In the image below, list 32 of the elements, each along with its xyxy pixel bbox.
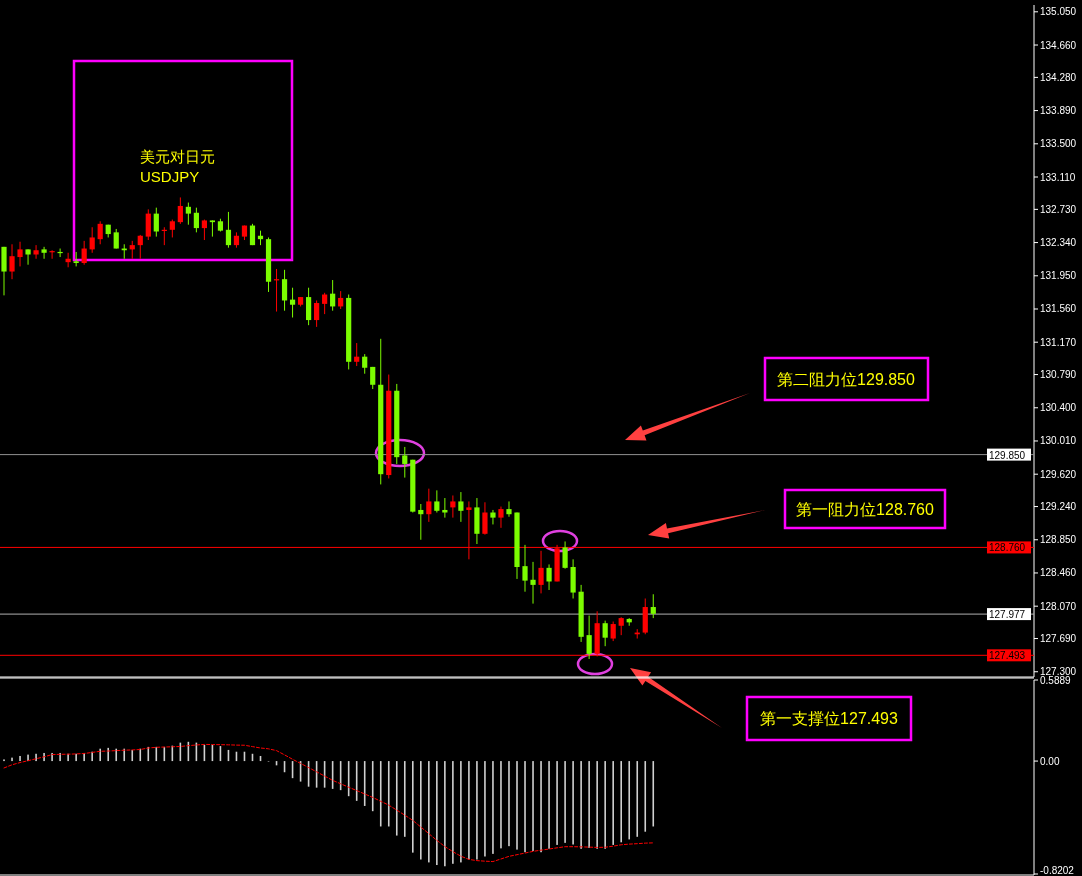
y-tick-label: 130.400: [1040, 402, 1077, 414]
y-tick-label: -0.8202: [1040, 865, 1075, 876]
y-tick-label: 135.050: [1040, 6, 1077, 18]
y-tick-label: 133.110: [1040, 171, 1076, 183]
annotation: USDJPY: [140, 168, 200, 185]
annotation: 第一支撑位127.493: [760, 710, 899, 727]
y-tick-label: 132.730: [1040, 203, 1077, 215]
y-tick-label: 128.460: [1040, 567, 1077, 579]
y-tick-label: 131.560: [1040, 303, 1077, 315]
annotation: 第一阻力位128.760: [796, 501, 935, 518]
ref-line-label: 127.977: [989, 609, 1026, 621]
annotation: 第二阻力位129.850: [777, 371, 916, 388]
y-tick-label: 128.070: [1040, 600, 1077, 612]
ref-line-label: 128.760: [989, 542, 1026, 554]
y-tick-label: 129.240: [1040, 501, 1077, 513]
y-tick-label: 127.690: [1040, 633, 1077, 645]
y-tick-label: 134.660: [1040, 39, 1077, 51]
y-tick-label: 0.00: [1040, 755, 1060, 767]
y-tick-label: 133.500: [1040, 138, 1077, 150]
y-tick-label: 130.010: [1040, 435, 1077, 447]
y-tick-label: 134.280: [1040, 71, 1077, 83]
y-tick-label: 132.340: [1040, 237, 1077, 249]
y-tick-label: 129.620: [1040, 468, 1077, 480]
annotation: 美元对日元: [140, 148, 215, 165]
line-series: [3, 743, 654, 863]
y-tick-label: 131.950: [1040, 270, 1077, 282]
y-tick-label: 133.890: [1040, 105, 1077, 117]
ref-line-label: 129.850: [989, 449, 1026, 461]
y-tick-label: 131.170: [1040, 336, 1077, 348]
y-tick-label: 128.850: [1040, 534, 1077, 546]
y-tick-label: 130.790: [1040, 369, 1077, 381]
ref-line-label: 127.493: [989, 650, 1026, 662]
